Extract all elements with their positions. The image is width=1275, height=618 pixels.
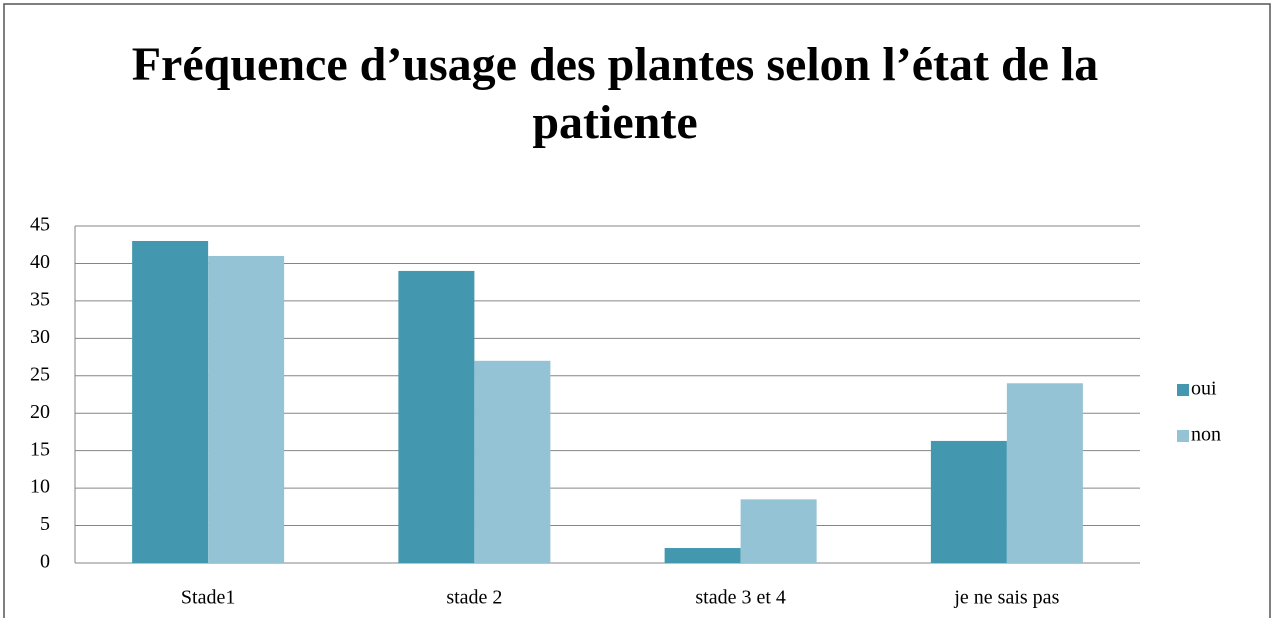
bar <box>1006 383 1083 563</box>
x-tick-label: stade 3 et 4 <box>695 587 786 609</box>
chart-title: Fréquence d’usage des plantes selon l’ét… <box>131 38 1099 149</box>
y-tick-label: 30 <box>30 326 50 348</box>
y-tick-label: 40 <box>30 251 50 273</box>
legend-label: non <box>1191 424 1221 446</box>
bar <box>398 270 475 563</box>
bar <box>664 548 741 563</box>
y-tick-label: 15 <box>30 438 50 460</box>
legend-swatch <box>1177 384 1189 396</box>
y-tick-label: 0 <box>40 551 50 573</box>
x-tick-label: stade 2 <box>446 587 502 609</box>
bar <box>208 255 285 563</box>
x-tick-label: Stade1 <box>181 587 235 609</box>
chart-frame <box>3 3 1271 618</box>
legend-swatch <box>1177 430 1189 442</box>
bar <box>930 440 1007 563</box>
y-tick-label: 20 <box>30 401 50 423</box>
y-tick-label: 45 <box>30 214 50 236</box>
y-tick-label: 35 <box>30 288 50 310</box>
bar <box>132 240 209 563</box>
bar <box>740 499 817 563</box>
y-tick-label: 5 <box>40 513 50 535</box>
x-tick-label: je ne sais pas <box>953 587 1059 609</box>
legend-label: oui <box>1191 378 1217 400</box>
y-tick-label: 10 <box>30 476 50 498</box>
y-tick-label: 25 <box>30 363 50 385</box>
bar <box>474 360 551 563</box>
